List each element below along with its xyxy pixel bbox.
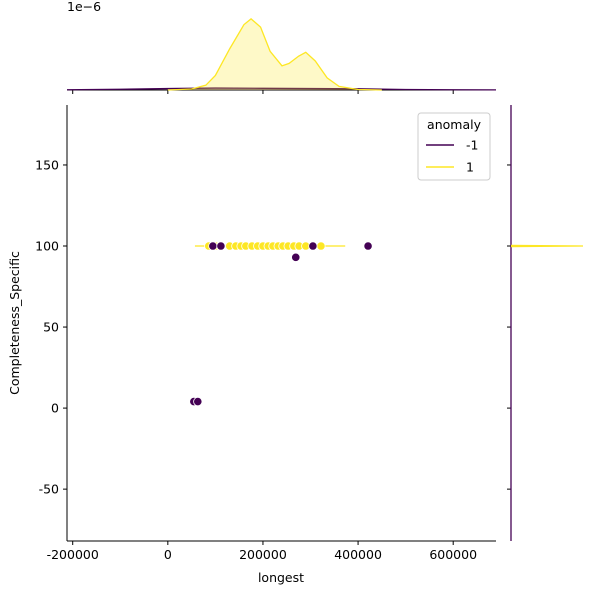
x-tick-label: 200000 (239, 547, 287, 562)
x-tick-label: 400000 (334, 547, 382, 562)
x-tick-label: 0 (164, 547, 172, 562)
point (308, 241, 318, 251)
density-line (66, 87, 497, 91)
point (291, 252, 301, 262)
point (316, 241, 326, 251)
legend-box (417, 112, 491, 181)
point (363, 241, 373, 251)
y-tick-label: 0 (51, 401, 59, 416)
x-tick-label: 600000 (429, 547, 477, 562)
y-axis-label: Completeness_Specific (7, 251, 22, 395)
y-tick-label: -50 (39, 482, 59, 497)
legend-label: 1 (466, 160, 474, 175)
density-line (510, 244, 584, 248)
legend-title: anomaly (427, 117, 482, 132)
x-axis-label: longest (258, 570, 304, 585)
y-tick-label: 100 (35, 239, 59, 254)
y-tick-label: 150 (35, 157, 59, 172)
point (216, 241, 226, 251)
density-area (167, 18, 382, 90)
point (193, 397, 203, 407)
density-line (167, 18, 382, 91)
x-tick-label: -200000 (47, 547, 99, 562)
y-tick-label: 50 (43, 320, 59, 335)
offset-label: 1e−6 (67, 0, 101, 14)
legend-label: -1 (466, 138, 478, 153)
point (208, 241, 218, 251)
